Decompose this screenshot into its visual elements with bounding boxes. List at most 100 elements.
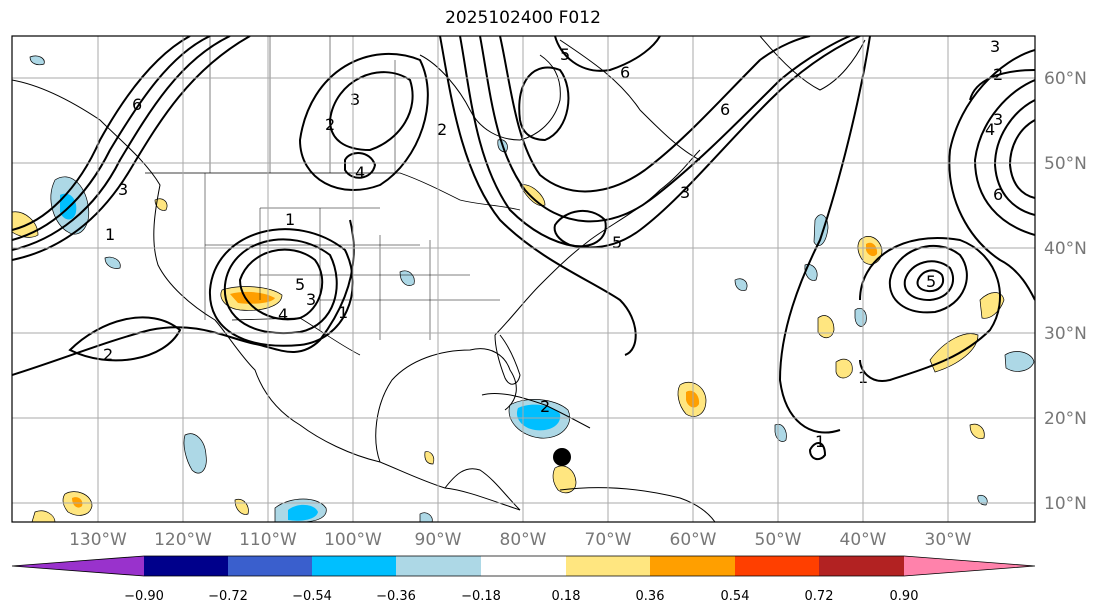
- contour-line: [1008, 119, 1035, 199]
- contour-line: [554, 36, 661, 72]
- anomaly-blob: [31, 510, 56, 522]
- anomaly-blob: [977, 494, 988, 506]
- contour-label-group: 6 2 1 3 4 5 2 1 3 4 5 6 2 3 6 1 5 3 1 2 …: [103, 37, 1003, 451]
- colorbar-tick-label: −0.72: [208, 589, 248, 604]
- colorbar-tick-label: 0.72: [805, 589, 834, 604]
- contour-label: 4: [985, 120, 995, 139]
- anomaly-blob: [817, 315, 835, 339]
- colorbar-tick-label: 0.18: [552, 589, 581, 604]
- contour-label: 1: [815, 432, 825, 451]
- contour-line: [993, 99, 1035, 216]
- map-frame: [11, 35, 1036, 523]
- contour-line: [12, 36, 191, 231]
- contour-label: 2: [437, 120, 447, 139]
- florida: [494, 334, 521, 385]
- contour-line: [553, 209, 607, 248]
- anomaly-blob: [424, 451, 435, 465]
- contour-label: 6: [993, 185, 1003, 204]
- colorbar-segment: [566, 556, 650, 576]
- contour-line: [298, 52, 429, 191]
- anomaly-blob: [183, 433, 207, 474]
- colorbar-segment: [12, 556, 144, 576]
- colorbar-segment: [735, 556, 819, 576]
- colorbar-segment: [228, 556, 312, 576]
- anomaly-blob: [835, 358, 853, 379]
- graticule: [12, 36, 1035, 522]
- contour-label: 3: [306, 290, 316, 309]
- contour-label: 1: [338, 303, 348, 322]
- lat-label: 10°N: [1044, 494, 1087, 514]
- central-america: [444, 468, 521, 511]
- contour-label: 5: [926, 272, 936, 291]
- lon-label: 100°W: [324, 530, 382, 550]
- colorbar-tick-label: −0.36: [376, 589, 416, 604]
- colorbar: −0.90 −0.72 −0.54 −0.36 −0.18 0.18 0.36 …: [11, 555, 1036, 604]
- anomaly-blob: [1004, 351, 1035, 372]
- contour-label: 3: [350, 90, 360, 109]
- contour-line: [903, 260, 955, 302]
- contour-label: 2: [540, 397, 550, 416]
- colorbar-tick-label: −0.18: [461, 589, 501, 604]
- colorbar-tick-label: −0.54: [292, 589, 332, 604]
- contour-label: 4: [355, 163, 365, 182]
- contour-label: 6: [720, 100, 730, 119]
- lon-label: 110°W: [239, 530, 297, 550]
- contour-label: 5: [612, 233, 622, 252]
- lon-label: 90°W: [415, 530, 462, 550]
- contour-line: [459, 36, 861, 249]
- contour-line: [479, 36, 851, 223]
- contour-line: [328, 71, 414, 152]
- latitude-labels: 60°N 50°N 40°N 30°N 20°N 10°N: [1044, 69, 1087, 514]
- contour-label: 3: [680, 183, 690, 202]
- contour-line: [973, 79, 1035, 236]
- lat-label: 30°N: [1044, 324, 1087, 344]
- anomaly-blob: [929, 333, 979, 373]
- contour-lines: [12, 36, 1035, 461]
- contour-label: 4: [278, 305, 288, 324]
- anomaly-blob: [979, 292, 1005, 319]
- east-coast: [494, 149, 701, 336]
- contour-label: 2: [325, 115, 335, 134]
- greenland: [759, 36, 866, 91]
- colorbar-segment: [396, 556, 481, 576]
- anomaly-blob: [230, 291, 275, 304]
- location-marker: [553, 448, 571, 466]
- contour-line: [499, 36, 811, 193]
- lat-label: 40°N: [1044, 239, 1087, 259]
- colorbar-tick-label: −0.90: [124, 589, 164, 604]
- contour-label: 5: [295, 275, 305, 294]
- anomaly-blob: [774, 424, 787, 442]
- lat-label: 50°N: [1044, 154, 1087, 174]
- map-title: 2025102400 F012: [445, 8, 601, 28]
- longitude-labels: 130°W 120°W 110°W 100°W 90°W 80°W 70°W 6…: [69, 530, 972, 550]
- anomaly-blob: [519, 184, 546, 206]
- labrador: [559, 39, 701, 161]
- contour-label: 1: [285, 210, 295, 229]
- us-canada-border: [145, 172, 521, 211]
- colorbar-tick-label: 0.90: [890, 589, 919, 604]
- anomaly-blob: [734, 278, 748, 291]
- anomaly-blob: [399, 270, 415, 286]
- lon-label: 50°W: [755, 530, 802, 550]
- lat-label: 60°N: [1044, 69, 1087, 89]
- contour-line: [68, 316, 182, 362]
- contour-line: [12, 36, 211, 241]
- lon-label: 80°W: [500, 530, 547, 550]
- colorbar-segment: [481, 556, 566, 576]
- anomaly-blob: [288, 504, 318, 521]
- contour-line: [12, 36, 251, 261]
- hudson-bay: [419, 54, 561, 141]
- anomaly-blob: [234, 499, 249, 515]
- anomaly-blob: [419, 512, 433, 522]
- colorbar-segment: [312, 556, 396, 576]
- anomaly-blob: [552, 465, 577, 494]
- contour-label: 6: [132, 95, 142, 114]
- colorbar-tick-label: 0.36: [636, 589, 665, 604]
- canada-provinces: [209, 36, 396, 173]
- lon-label: 60°W: [670, 530, 717, 550]
- anomaly-blob: [866, 242, 878, 257]
- lon-label: 120°W: [154, 530, 212, 550]
- cuba: [481, 392, 591, 429]
- anomaly-blob: [854, 308, 867, 327]
